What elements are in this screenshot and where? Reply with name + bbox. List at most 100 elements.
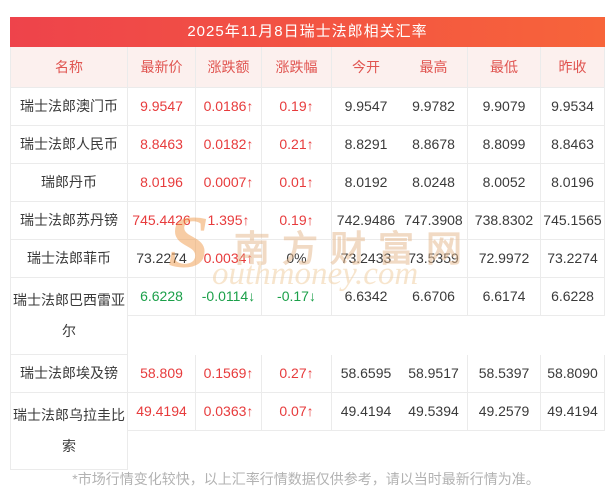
cell-low: 49.2579: [468, 393, 541, 431]
column-header-change-amount: 涨跌额: [196, 47, 262, 88]
cell-latest-price: 73.2274: [128, 240, 196, 278]
cell-open: 8.8291: [332, 126, 400, 164]
cell-latest-price: 6.6228: [128, 278, 196, 316]
cell-open: 49.4194: [332, 393, 400, 431]
row-values: 8.0196 0.0007↑ 0.01↑ 8.0192 8.0248 8.0052 8.01…: [128, 164, 605, 202]
cell-change-amount: -0.0114↓: [196, 278, 262, 316]
cell-change-percent: 0.19↑: [262, 88, 332, 126]
cell-low: 6.6174: [468, 278, 541, 316]
table-title: 2025年11月8日瑞士法郎相关汇率: [10, 17, 605, 47]
cell-high: 49.5394: [400, 393, 468, 431]
cell-high: 58.9517: [400, 355, 468, 393]
cell-change-percent: 0.07↑: [262, 393, 332, 431]
column-header-name: 名称: [10, 47, 128, 88]
cell-latest-price: 745.4426: [128, 202, 196, 240]
column-header-change-percent: 涨跌幅: [262, 47, 332, 88]
cell-change-amount: 0.0186↑: [196, 88, 262, 126]
table-row: 瑞士法郎苏丹镑 745.4426 1.395↑ 0.19↑ 742.9486 747.3…: [10, 202, 605, 240]
cell-low: 8.8099: [468, 126, 541, 164]
column-header-latest-price: 最新价: [128, 47, 196, 88]
cell-change-amount: 1.395↑: [196, 202, 262, 240]
table-row: 瑞士法郎巴西雷亚尔 6.6228 -0.0114↓ -0.17↓ 6.6342 6.67…: [10, 278, 605, 355]
disclaimer-text: *市场行情变化较快，以上汇率行情数据仅供参考，请以当时最新行情为准。: [72, 471, 540, 487]
row-data-area: 745.4426 1.395↑ 0.19↑ 742.9486 747.3908 738.8…: [128, 202, 605, 240]
cell-prev-close: 9.9534: [541, 88, 605, 126]
row-data-area: 73.2274 0.0034↑ 0% 73.2433 73.5359 72.9972 73.…: [128, 240, 605, 278]
cell-high: 6.6706: [400, 278, 468, 316]
row-data-area: 8.0196 0.0007↑ 0.01↑ 8.0192 8.0248 8.0052 8.01…: [128, 164, 605, 202]
cell-low: 9.9079: [468, 88, 541, 126]
row-data-area: 6.6228 -0.0114↓ -0.17↓ 6.6342 6.6706 6.6174 6.…: [128, 278, 605, 355]
currency-pair-name: 瑞士法郎澳门币: [10, 88, 128, 126]
cell-low: 72.9972: [468, 240, 541, 278]
currency-pair-name: 瑞士法郎苏丹镑: [10, 202, 128, 240]
row-values: 73.2274 0.0034↑ 0% 73.2433 73.5359 72.9972 73.…: [128, 240, 605, 278]
table-body: 瑞士法郎澳门币 9.9547 0.0186↑ 0.19↑ 9.9547 9.9782 9.…: [10, 88, 605, 470]
column-header-prev-close: 昨收: [541, 47, 605, 88]
cell-prev-close: 8.0196: [541, 164, 605, 202]
row-data-area: 49.4194 0.0363↑ 0.07↑ 49.4194 49.5394 49.2579…: [128, 393, 605, 470]
row-values: 6.6228 -0.0114↓ -0.17↓ 6.6342 6.6706 6.6174 6.…: [128, 278, 605, 316]
cell-high: 8.0248: [400, 164, 468, 202]
row-values: 8.8463 0.0182↑ 0.21↑ 8.8291 8.8678 8.8099 8.84…: [128, 126, 605, 164]
cell-low: 8.0052: [468, 164, 541, 202]
cell-open: 8.0192: [332, 164, 400, 202]
column-header-low: 最低: [468, 47, 541, 88]
column-header-high: 最高: [400, 47, 468, 88]
cell-change-amount: 0.1569↑: [196, 355, 262, 393]
row-data-area: 8.8463 0.0182↑ 0.21↑ 8.8291 8.8678 8.8099 8.84…: [128, 126, 605, 164]
cell-change-percent: 0%: [262, 240, 332, 278]
row-values: 58.809 0.1569↑ 0.27↑ 58.6595 58.9517 58.5397 5…: [128, 355, 605, 393]
cell-latest-price: 9.9547: [128, 88, 196, 126]
cell-latest-price: 58.809: [128, 355, 196, 393]
row-filler: [128, 316, 605, 355]
cell-change-percent: 0.27↑: [262, 355, 332, 393]
row-data-area: 58.809 0.1569↑ 0.27↑ 58.6595 58.9517 58.5397 5…: [128, 355, 605, 393]
cell-change-amount: 0.0034↑: [196, 240, 262, 278]
cell-change-amount: 0.0007↑: [196, 164, 262, 202]
exchange-rate-table: 名称 最新价 涨跌额 涨跌幅 今开 最高 最低 昨收 瑞士法郎澳门币 9.9547 0.0186…: [10, 47, 605, 470]
table-row: 瑞士法郎澳门币 9.9547 0.0186↑ 0.19↑ 9.9547 9.9782 9.…: [10, 88, 605, 126]
cell-latest-price: 49.4194: [128, 393, 196, 431]
cell-open: 9.9547: [332, 88, 400, 126]
row-values: 745.4426 1.395↑ 0.19↑ 742.9486 747.3908 738.8…: [128, 202, 605, 240]
cell-prev-close: 8.8463: [541, 126, 605, 164]
table-row: 瑞士法郎人民币 8.8463 0.0182↑ 0.21↑ 8.8291 8.8678 8.…: [10, 126, 605, 164]
cell-change-percent: 0.19↑: [262, 202, 332, 240]
currency-pair-name: 瑞士法郎埃及镑: [10, 355, 128, 393]
currency-pair-name: 瑞士法郎人民币: [10, 126, 128, 164]
table-row: 瑞士法郎菲币 73.2274 0.0034↑ 0% 73.2433 73.5359 72.…: [10, 240, 605, 278]
cell-change-amount: 0.0182↑: [196, 126, 262, 164]
cell-change-amount: 0.0363↑: [196, 393, 262, 431]
cell-high: 73.5359: [400, 240, 468, 278]
table-row: 瑞士法郎埃及镑 58.809 0.1569↑ 0.27↑ 58.6595 58.9517…: [10, 355, 605, 393]
cell-high: 8.8678: [400, 126, 468, 164]
cell-open: 73.2433: [332, 240, 400, 278]
cell-high: 747.3908: [400, 202, 468, 240]
cell-change-percent: -0.17↓: [262, 278, 332, 316]
cell-change-percent: 0.01↑: [262, 164, 332, 202]
cell-prev-close: 6.6228: [541, 278, 605, 316]
cell-open: 6.6342: [332, 278, 400, 316]
row-data-area: 9.9547 0.0186↑ 0.19↑ 9.9547 9.9782 9.9079 9.95…: [128, 88, 605, 126]
row-values: 49.4194 0.0363↑ 0.07↑ 49.4194 49.5394 49.2579…: [128, 393, 605, 431]
column-header-open: 今开: [332, 47, 400, 88]
currency-pair-name: 瑞郎丹币: [10, 164, 128, 202]
cell-latest-price: 8.0196: [128, 164, 196, 202]
cell-open: 742.9486: [332, 202, 400, 240]
cell-prev-close: 58.8090: [541, 355, 605, 393]
cell-prev-close: 745.1565: [541, 202, 605, 240]
cell-latest-price: 8.8463: [128, 126, 196, 164]
table-row: 瑞士法郎乌拉圭比索 49.4194 0.0363↑ 0.07↑ 49.4194 49.5…: [10, 393, 605, 470]
cell-high: 9.9782: [400, 88, 468, 126]
cell-prev-close: 49.4194: [541, 393, 605, 431]
currency-pair-name: 瑞士法郎菲币: [10, 240, 128, 278]
row-values: 9.9547 0.0186↑ 0.19↑ 9.9547 9.9782 9.9079 9.95…: [128, 88, 605, 126]
currency-pair-name: 瑞士法郎巴西雷亚尔: [10, 278, 128, 355]
cell-low: 58.5397: [468, 355, 541, 393]
table-row: 瑞郎丹币 8.0196 0.0007↑ 0.01↑ 8.0192 8.0248 8.005…: [10, 164, 605, 202]
table-header-row: 名称 最新价 涨跌额 涨跌幅 今开 最高 最低 昨收: [10, 47, 605, 88]
cell-prev-close: 73.2274: [541, 240, 605, 278]
cell-open: 58.6595: [332, 355, 400, 393]
